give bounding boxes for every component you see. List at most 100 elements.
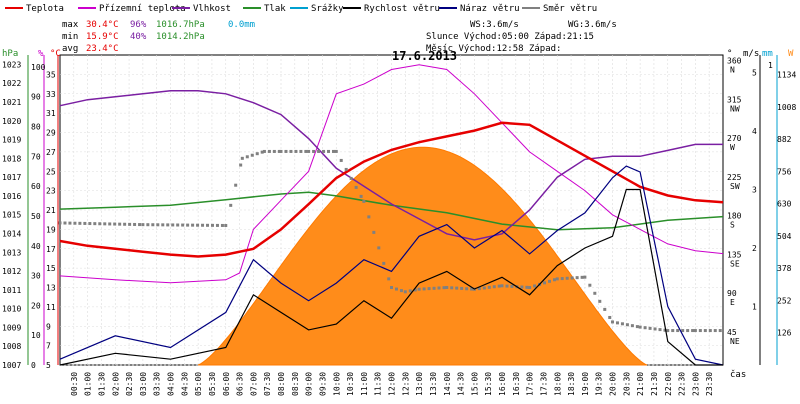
wind-direction-point [224, 224, 228, 227]
wind-direction-point [367, 215, 371, 219]
wind-direction-point [525, 285, 529, 289]
wind-direction-point [289, 149, 293, 153]
stats-max-hum: 96% [130, 20, 147, 30]
stats-block: max 30.4°C 96% 1016.7hPa 0.0mm min 15.9°… [62, 20, 617, 54]
wind-direction-point [260, 150, 264, 154]
wind-direction-point [322, 149, 326, 153]
hpa-tick: 1016 [2, 192, 21, 201]
wm2-tick: 1008 [777, 103, 796, 112]
ms-tick: 4 [752, 127, 757, 136]
wind-direction-point [317, 149, 321, 153]
mm-axis-label: mm [762, 49, 773, 59]
wind-direction-point [403, 290, 407, 294]
wind-direction-point [620, 322, 624, 326]
wind-direction-point [487, 285, 491, 289]
wind-direction-point [437, 286, 441, 290]
time-tick: 09:00 [305, 372, 314, 396]
time-tick: 15:30 [484, 372, 493, 396]
wind-direction-point [394, 287, 398, 291]
direction-tick: 225 [727, 173, 742, 182]
time-tick: 12:00 [388, 372, 397, 396]
time-tick: 01:00 [84, 372, 93, 396]
celsius-tick: 9 [46, 322, 51, 331]
celsius-tick: 19 [46, 225, 56, 234]
wind-direction-point [510, 284, 514, 288]
time-tick: 17:30 [539, 372, 548, 396]
time-tick: 18:30 [567, 372, 576, 396]
wind-direction-point [240, 156, 244, 160]
direction-axis-label: ° [727, 49, 732, 59]
percent-tick: 50 [31, 212, 41, 221]
wm2-tick: 504 [777, 232, 792, 241]
series-layer [58, 64, 724, 366]
celsius-tick: 27 [46, 148, 56, 157]
time-tick: 16:30 [512, 372, 521, 396]
wm2-tick: 756 [777, 167, 792, 176]
wind-direction-point [312, 149, 316, 153]
wind-direction-point [693, 329, 697, 333]
wind-direction-point [229, 203, 233, 207]
wind-direction-point [176, 223, 180, 227]
wind-direction-point [603, 307, 607, 311]
wind-direction-point [482, 286, 486, 290]
wind-direction-point [334, 149, 338, 153]
wind-direction-point [465, 287, 469, 291]
time-tick: 10:30 [346, 372, 355, 396]
wind-direction-point [718, 329, 722, 333]
humidity-line [59, 90, 723, 241]
celsius-axis-label: °C [50, 49, 61, 59]
wind-direction-point [73, 221, 77, 225]
wind-direction-point [215, 223, 219, 227]
wind-direction-point [666, 329, 670, 333]
wind-direction-point [533, 284, 537, 288]
wind-direction-point [181, 223, 185, 227]
time-tick: 04:30 [180, 372, 189, 396]
direction-tick: 360 [727, 57, 742, 66]
wind-direction-point [676, 329, 680, 333]
wind-direction-point [220, 223, 224, 227]
time-tick: 16:00 [498, 372, 507, 396]
time-tick: 21:00 [636, 372, 645, 396]
bottom-axis: 00:30 01:00 01:30 02:00 02:30 03:00 03:30 04:00… [70, 369, 746, 396]
wind-direction-point [520, 285, 524, 289]
celsius-tick: 5 [46, 361, 51, 370]
wind-direction-point [83, 221, 87, 225]
wind-direction-point [611, 320, 614, 324]
ms-axis-label: m/s [743, 49, 759, 59]
wind-direction-point [671, 329, 675, 333]
wind-direction-point [698, 329, 702, 333]
time-tick: 20:30 [622, 372, 631, 396]
time-tick: 05:00 [194, 372, 203, 396]
wind-direction-point [497, 284, 501, 288]
wind-direction-point [543, 281, 547, 285]
stats-max-temp: 30.4°C [86, 20, 119, 30]
wind-direction-point [648, 326, 652, 330]
direction-tick: 45 [727, 328, 737, 337]
hpa-tick: 1014 [2, 229, 21, 238]
time-tick: 14:00 [443, 372, 452, 396]
time-tick: 06:00 [222, 372, 231, 396]
time-tick: 19:30 [595, 372, 604, 396]
time-tick: 05:30 [208, 372, 217, 396]
percent-tick: 90 [31, 93, 41, 102]
wm2-tick: 1134 [777, 70, 796, 79]
hpa-tick: 1012 [2, 267, 21, 276]
percent-tick: 20 [31, 301, 41, 310]
wind-direction-point [565, 276, 569, 280]
wind-direction-point [210, 223, 214, 227]
percent-tick: 70 [31, 152, 41, 161]
wind-direction-point [304, 149, 308, 153]
wind-direction-point [272, 149, 276, 153]
wind-direction-point [279, 149, 283, 153]
hpa-tick: 1020 [2, 117, 21, 126]
time-tick: 06:30 [236, 372, 245, 396]
wind-direction-point [500, 284, 504, 288]
wind-direction-point [703, 329, 707, 333]
wind-direction-point [354, 185, 358, 189]
hpa-tick: 1018 [2, 154, 21, 163]
legend-label: Rychlost větru [364, 4, 440, 14]
time-tick: 11:30 [374, 372, 383, 396]
hpa-tick: 1022 [2, 79, 21, 88]
time-tick: 01:30 [97, 372, 106, 396]
wind-direction-point [663, 328, 667, 332]
